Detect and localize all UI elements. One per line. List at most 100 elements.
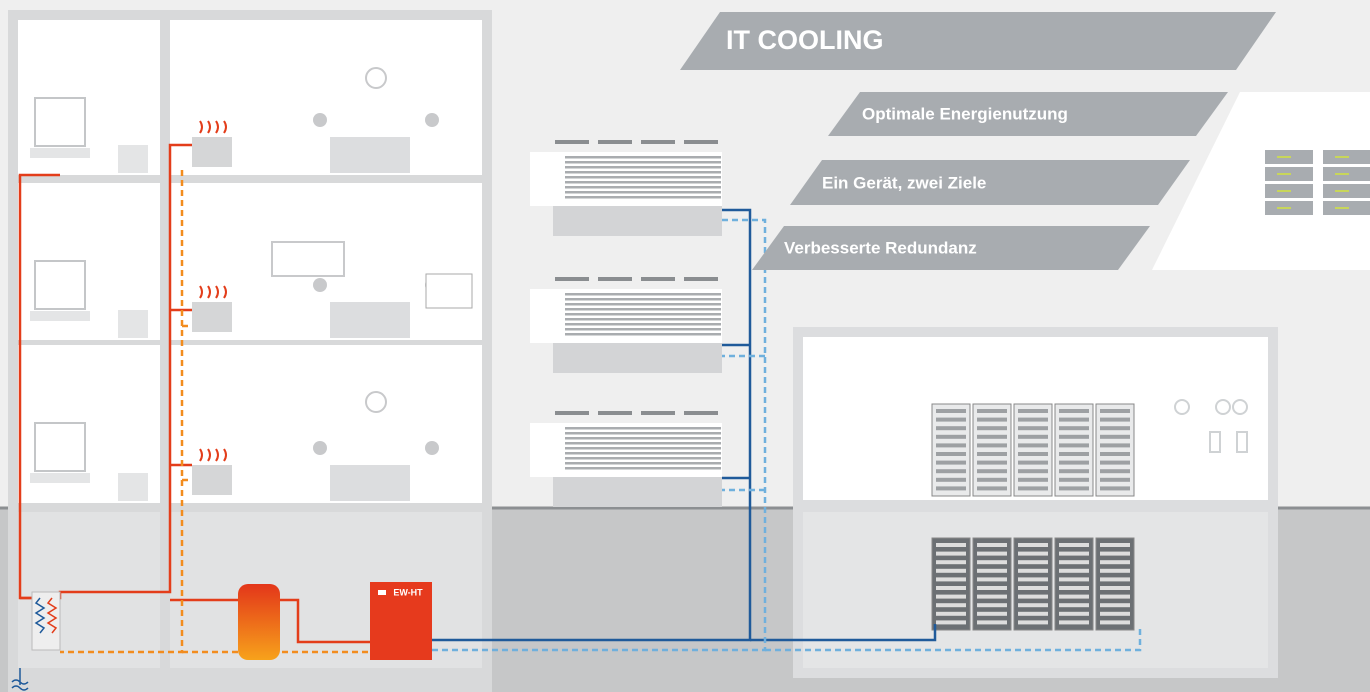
fan [641,277,675,281]
louver [565,308,721,311]
rack-slot [977,577,1007,581]
sink [30,148,90,158]
banner-text: Ein Gerät, zwei Ziele [822,173,986,192]
rack-slot [936,595,966,599]
rack-slot [977,543,1007,547]
fan [598,140,632,144]
louver [565,452,721,455]
louver [565,432,721,435]
rack-slot [1100,418,1130,422]
rack-slot [977,603,1007,607]
louver [565,442,721,445]
flipchart [426,274,472,308]
rack-slot [977,478,1007,482]
louver [565,457,721,460]
rack-slot [977,552,1007,556]
louver [565,313,721,316]
rack-slot [1059,452,1089,456]
louver [565,176,721,179]
louver [565,427,721,430]
desk [330,465,410,501]
louver [565,196,721,199]
louver [565,298,721,301]
page: EW-HT IT COOLING Optimale Energienutzung… [0,0,1370,692]
rack-slot [1059,469,1089,473]
rack-slot [1100,586,1130,590]
rack-slot [936,461,966,465]
rack-slot [1018,577,1048,581]
rack-slot [1100,443,1130,447]
banner-text: Verbesserte Redundanz [784,238,977,257]
fan [555,277,589,281]
fan [555,411,589,415]
louver [565,303,721,306]
rack-slot [1100,469,1130,473]
device-label: EW-HT [393,587,423,597]
rack-slot [1059,595,1089,599]
rack-slot [977,569,1007,573]
rack-slot [977,620,1007,624]
rack-slot [936,560,966,564]
rack-slot [1018,552,1048,556]
rack-slot [936,435,966,439]
rack-slot [977,452,1007,456]
rack-slot [1059,461,1089,465]
rack-slot [1018,435,1048,439]
rack-slot [1059,418,1089,422]
mini-led [1335,173,1349,175]
rack-slot [1059,569,1089,573]
rack-slot [977,612,1007,616]
rack-slot [977,443,1007,447]
office-rooms [18,20,482,503]
rack-slot [1059,426,1089,430]
rack-slot [936,543,966,547]
rack-slot [936,486,966,490]
rack-slot [936,612,966,616]
mini-led [1277,156,1291,158]
rack-slot [1059,435,1089,439]
rack-slot [1100,478,1130,482]
rack-slot [977,409,1007,413]
rack-slot [1100,569,1130,573]
rack-slot [1100,612,1130,616]
toilet [118,145,148,173]
mini-led [1335,190,1349,192]
rack-slot [1018,461,1048,465]
rack-slot [1100,486,1130,490]
louver [565,181,721,184]
rack-slot [1100,452,1130,456]
rack-slot [936,552,966,556]
illustration: EW-HT IT COOLING Optimale Energienutzung… [0,0,1370,692]
storage-tank [238,584,280,660]
heat-exchanger [32,592,60,650]
rack-slot [977,595,1007,599]
mini-led [1277,207,1291,209]
sink [30,473,90,483]
rack-slot [1059,409,1089,413]
mini-led [1277,190,1291,192]
rack-slot [936,603,966,607]
louver [565,467,721,470]
device-badge [378,590,386,595]
rack-slot [1100,603,1130,607]
person [313,113,327,127]
rack-slot [1059,478,1089,482]
rack-slot [936,409,966,413]
rack-slot [1059,603,1089,607]
rack-slot [1018,603,1048,607]
rack-slot [1018,569,1048,573]
fan [598,411,632,415]
chiller-base [553,343,722,373]
rack-slot [936,569,966,573]
rack-slot [977,418,1007,422]
rack-slot [1018,409,1048,413]
fan [598,277,632,281]
rack-slot [1018,452,1048,456]
louver [565,328,721,331]
fan [641,140,675,144]
fan [684,411,718,415]
rack-slot [1059,552,1089,556]
rack-slot [1018,418,1048,422]
rack-slot [1018,586,1048,590]
rack-slot [936,620,966,624]
